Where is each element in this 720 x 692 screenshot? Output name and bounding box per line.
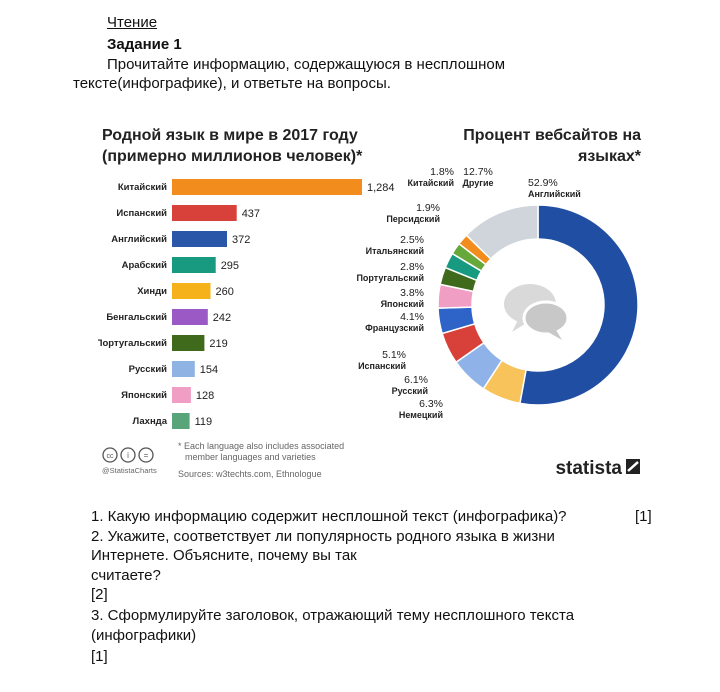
donut-category-label: Другие [462,178,493,188]
question-1: 1. Какую информацию содержит несплошной … [91,508,567,525]
donut-value-label: 12.7% [463,166,493,178]
bar-9 [172,387,191,403]
bar-value-label: 219 [209,338,227,350]
bar-3 [172,231,227,247]
donut-category-label: Испанский [358,361,406,371]
bar-category-label: Хинди [137,286,167,297]
bar-value-label: 128 [196,390,214,402]
donut-category-label: Итальянский [366,246,424,256]
bar-value-label: 154 [200,364,218,376]
bar-value-label: 372 [232,234,250,246]
bar-value-label: 437 [242,208,260,220]
bar-category-label: Английский [111,234,167,245]
donut-value-label: 3.8% [400,287,424,299]
question-2-line-3: считаете? [91,567,161,584]
bar-chart-title-1: Родной язык в мире в 2017 году [102,127,358,144]
infographic-svg: Родной язык в мире в 2017 году (примерно… [98,127,642,479]
bar-category-label: Арабский [122,260,168,271]
donut-slice-11 [465,204,539,260]
bar-8 [172,361,195,377]
bar-7 [172,335,205,351]
bar-value-label: 242 [213,312,231,324]
bar-1 [172,179,362,195]
question-2-line-1: 2. Укажите, соответствует ли популярност… [91,528,555,545]
donut-value-label: 5.1% [382,349,406,361]
donut-value-label: 6.3% [419,398,443,410]
bar-4 [172,257,216,273]
bar-10 [172,413,190,429]
bar-category-label: Лахнда [132,416,167,427]
instruction-line-2: тексте(инфографике), и ответьте на вопро… [73,75,391,92]
question-3-points: [1] [91,648,108,665]
bar-category-label: Русский [129,364,168,375]
donut-category-label: Французский [365,323,424,333]
bar-2 [172,205,237,221]
cc-icons: cc i = [102,447,154,463]
svg-text:=: = [144,451,149,460]
bar-value-label: 295 [221,260,239,272]
svg-text:i: i [127,451,129,460]
statista-logo-mark-icon [626,459,640,474]
donut-value-label: 1.8% [430,166,454,178]
section-title: Чтение [107,14,158,31]
donut-category-label: Немецкий [399,410,443,420]
donut-category-label: Португальский [356,273,424,283]
question-2-line-2: Интернете. Объясните, почему вы так [91,547,357,564]
bar-category-label: Бенгальский [106,312,167,323]
footnote-line-2: member languages and varieties [185,452,316,462]
bar-category-label: Китайский [118,182,167,193]
instruction-line-1: Прочитайте информацию, содержащуюся в не… [107,56,506,73]
donut-value-label: 52.9% [528,177,558,189]
infographic: Родной язык в мире в 2017 году (примерно… [98,115,650,485]
sources: Sources: w3techts.com, Ethnologue [178,469,322,479]
bar-category-label: Испанский [116,208,167,219]
donut-value-label: 2.8% [400,261,424,273]
bar-5 [172,283,211,299]
task-header: Чтение Задание 1 Прочитайте информацию, … [0,0,720,110]
task-title: Задание 1 [107,36,182,53]
brand-small: @StatistaCharts [102,466,157,475]
bar-category-label: Японский [121,390,167,401]
bar-category-label: Португальский [98,338,167,349]
bar-chart: Китайский 1,284 Испанский 437 Английский 372 А… [98,179,395,429]
question-2-points: [2] [91,586,108,603]
donut-value-label: 6.1% [404,374,428,386]
bar-value-label: 260 [216,286,234,298]
donut-value-label: 1.9% [416,202,440,214]
statista-logo: statista [555,458,622,479]
donut-value-label: 2.5% [400,234,424,246]
donut-chart-title-2: языках* [577,148,642,165]
donut-category-label: Русский [392,386,428,396]
donut-category-label: Английский [528,189,581,199]
footnote-line-1: * Each language also includes associated [178,441,344,451]
question-3-line-2: (инфографики) [91,627,197,644]
question-3-line-1: 3. Сформулируйте заголовок, отражающий т… [91,607,575,624]
question-1-points: [1] [635,508,652,525]
donut-category-label: Персидский [386,214,440,224]
donut-category-label: Китайский [407,178,454,188]
svg-text:cc: cc [107,453,115,460]
bar-value-label: 119 [195,416,213,428]
bar-chart-title-2: (примерно миллионов человек)* [102,148,363,165]
donut-category-label: Японский [381,299,424,309]
donut-value-label: 4.1% [400,311,424,323]
donut-chart: 52.9%Английский 6.3%Немецкий 6.1%Русский 5.… [356,166,639,420]
bar-value-label: 1,284 [367,182,395,194]
donut-slice-1 [519,204,639,406]
speech-bubbles-icon [504,284,570,340]
bar-6 [172,309,208,325]
donut-chart-title-1: Процент вебсайтов на [463,127,641,144]
